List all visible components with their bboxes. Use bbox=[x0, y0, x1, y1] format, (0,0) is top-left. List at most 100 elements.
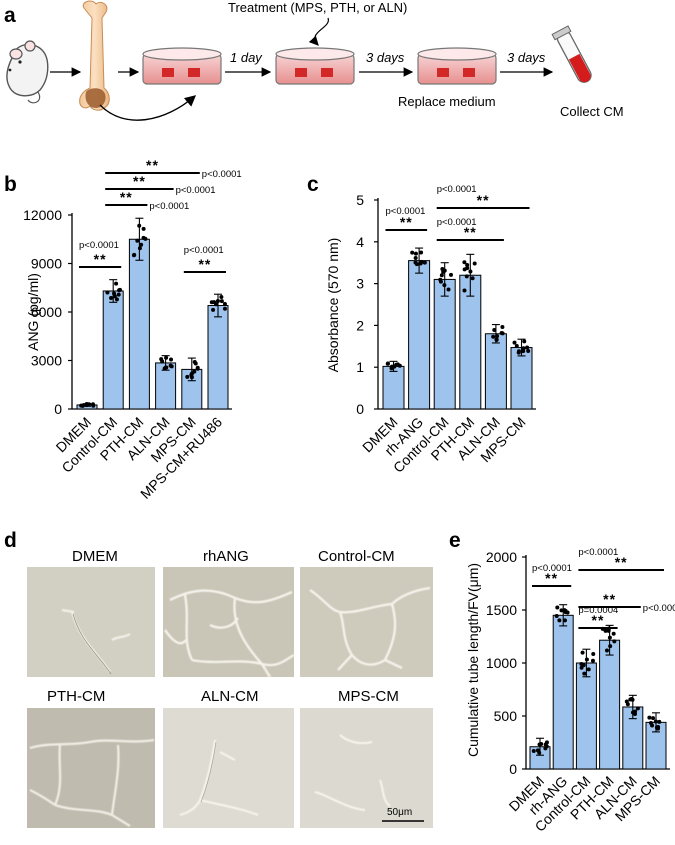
data-point bbox=[565, 610, 570, 615]
data-point bbox=[185, 374, 190, 379]
data-point bbox=[612, 639, 617, 644]
data-point bbox=[219, 299, 224, 304]
data-point bbox=[410, 250, 415, 255]
bar-4 bbox=[599, 639, 621, 770]
data-point bbox=[608, 644, 613, 649]
data-point bbox=[169, 364, 174, 369]
p-value-label: p<0.0001 bbox=[437, 184, 477, 195]
culture-dish-icon bbox=[417, 47, 497, 85]
data-point bbox=[579, 665, 584, 670]
p-value-label: p<0.0001 bbox=[578, 547, 618, 558]
data-point bbox=[137, 246, 142, 251]
data-point bbox=[580, 650, 585, 655]
data-point bbox=[192, 369, 197, 374]
p-value-label: p<0.0001 bbox=[176, 185, 216, 196]
culture-dish-icon bbox=[275, 47, 355, 85]
data-point bbox=[169, 357, 174, 362]
data-point bbox=[537, 750, 542, 755]
bar-2 bbox=[102, 290, 124, 410]
bar-6 bbox=[510, 347, 533, 410]
bar-2 bbox=[408, 260, 431, 410]
y-tick-label: 0 bbox=[54, 401, 62, 417]
y-tick-label: 2000 bbox=[486, 549, 517, 565]
image-label-mps-cm: MPS-CM bbox=[338, 688, 399, 705]
data-point bbox=[91, 403, 96, 408]
p-value-label: p<0.0001 bbox=[202, 169, 242, 180]
data-point bbox=[624, 699, 629, 704]
data-point bbox=[219, 294, 224, 299]
data-point bbox=[525, 345, 530, 350]
data-point bbox=[439, 273, 444, 278]
data-point bbox=[413, 251, 418, 256]
data-point bbox=[584, 657, 589, 662]
data-point bbox=[446, 287, 451, 292]
data-point bbox=[422, 260, 427, 265]
data-point bbox=[604, 648, 609, 653]
data-point bbox=[139, 242, 144, 247]
p-value-label: p<0.0001 bbox=[386, 206, 426, 217]
significance-stars: ** bbox=[545, 570, 558, 586]
data-point bbox=[544, 740, 549, 745]
data-point bbox=[657, 719, 662, 724]
data-point bbox=[653, 719, 658, 724]
data-point bbox=[114, 281, 119, 286]
data-point bbox=[105, 290, 110, 295]
panel-a: a 1 day bbox=[4, 0, 624, 121]
replace-medium-label: Replace medium bbox=[398, 94, 496, 109]
data-point bbox=[462, 267, 467, 272]
step1-label: 1 day bbox=[230, 50, 263, 65]
step2-label: 3 days bbox=[366, 50, 405, 65]
data-point bbox=[495, 334, 500, 339]
y-tick-label: 1500 bbox=[486, 602, 517, 618]
p-value-label: p<0.0001 bbox=[184, 245, 224, 256]
micrograph-pth-cm bbox=[27, 708, 155, 828]
data-point bbox=[654, 725, 659, 730]
data-point bbox=[385, 361, 390, 366]
p-value-label: p<0.0001 bbox=[643, 603, 675, 614]
y-axis-label: ANG (pg/ml) bbox=[25, 273, 41, 351]
data-point bbox=[554, 614, 559, 619]
mouse-icon bbox=[6, 40, 49, 104]
significance-stars: ** bbox=[592, 612, 605, 628]
y-axis-label: Cumulative tube length/FV(μm) bbox=[465, 563, 481, 757]
y-tick-label: 4 bbox=[356, 234, 364, 250]
data-point bbox=[192, 360, 197, 365]
y-axis-label: Absorbance (570 nm) bbox=[325, 238, 341, 373]
data-point bbox=[414, 262, 419, 267]
data-point bbox=[418, 261, 423, 266]
data-point bbox=[464, 274, 469, 279]
panel-label-d: d bbox=[4, 529, 17, 552]
data-point bbox=[413, 256, 418, 261]
data-point bbox=[211, 307, 216, 312]
data-point bbox=[195, 365, 200, 370]
panel-label-b: b bbox=[4, 173, 17, 196]
data-point bbox=[591, 652, 596, 657]
data-point bbox=[441, 269, 446, 274]
y-tick-label: 3000 bbox=[31, 353, 62, 369]
data-point bbox=[189, 375, 194, 380]
panel-label-c: c bbox=[307, 173, 319, 196]
data-point bbox=[647, 715, 652, 720]
y-tick-label: 2 bbox=[356, 317, 364, 333]
data-point bbox=[516, 350, 521, 355]
data-point bbox=[630, 697, 635, 702]
data-point bbox=[579, 661, 584, 666]
data-point bbox=[468, 269, 473, 274]
micrograph-control-cm bbox=[300, 567, 433, 677]
data-point bbox=[648, 721, 653, 726]
y-tick-label: 500 bbox=[494, 708, 518, 724]
data-point bbox=[164, 355, 169, 360]
panel-label-a: a bbox=[4, 4, 16, 27]
data-point bbox=[462, 260, 467, 265]
significance-stars: ** bbox=[94, 251, 107, 267]
panel-label-e: e bbox=[449, 529, 461, 552]
bar-3 bbox=[128, 238, 150, 410]
data-point bbox=[539, 742, 544, 747]
culture-dish-icon bbox=[142, 47, 222, 85]
data-point bbox=[531, 748, 536, 753]
data-point bbox=[514, 343, 519, 348]
data-point bbox=[635, 706, 640, 711]
